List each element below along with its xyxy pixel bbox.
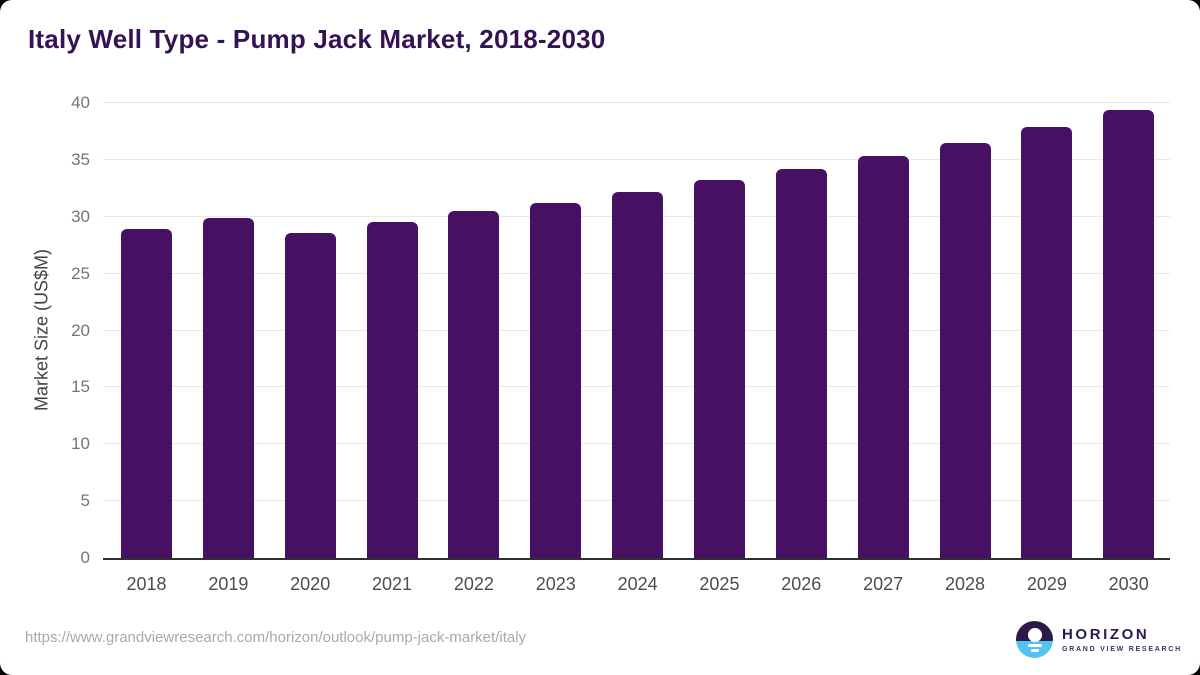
logo-brand-name: HORIZON [1062, 625, 1150, 643]
bar-2027 [857, 156, 909, 558]
x-axis-ticks: 2018 2019 2020 2021 2022 2023 2024 2025 2026 2027… [103, 570, 1170, 600]
y-tick-label: 15 [71, 377, 90, 397]
bar-2028 [939, 142, 991, 558]
bar-2020 [284, 232, 336, 558]
gridline [103, 158, 1170, 160]
x-tick-label: 2026 [781, 574, 822, 594]
x-tick-label: 2030 [1108, 574, 1149, 594]
logo-reflection-line [1030, 649, 1039, 652]
y-tick-label: 30 [71, 206, 90, 226]
y-tick-label: 40 [71, 93, 90, 112]
x-tick-label: 2021 [372, 574, 413, 594]
bar-2029 [1021, 126, 1073, 558]
y-tick-label: 0 [80, 548, 90, 567]
bar-2022 [448, 211, 500, 558]
bar-2021 [366, 222, 418, 558]
logo-sun-circle [1027, 627, 1042, 642]
source-url: https://www.grandviewresearch.com/horizo… [25, 629, 527, 646]
bar-2026 [775, 168, 827, 558]
gridline [103, 102, 1170, 103]
x-tick-label: 2025 [699, 574, 740, 594]
x-tick-label: 2018 [126, 574, 167, 594]
bar-2018 [121, 229, 172, 558]
horizon-logo: HORIZON GRAND VIEW RESEARCH [1016, 621, 1182, 658]
y-axis-ticks: 0 5 10 15 20 25 30 35 40 [0, 93, 90, 567]
y-tick-label: 25 [71, 263, 90, 283]
logo-brand-subtitle: GRAND VIEW RESEARCH [1062, 645, 1182, 653]
y-tick-label: 10 [71, 434, 90, 454]
horizon-sun-over-water-icon [1016, 621, 1053, 658]
bar-2025 [693, 180, 745, 558]
logo-reflection-line [1027, 643, 1042, 647]
x-tick-label: 2024 [617, 574, 658, 594]
y-tick-label: 5 [80, 491, 90, 511]
chart-title: Italy Well Type - Pump Jack Market, 2018… [28, 24, 606, 54]
bar-2030 [1103, 109, 1155, 558]
x-tick-label: 2020 [290, 574, 331, 594]
x-tick-label: 2022 [453, 574, 494, 594]
x-tick-label: 2027 [863, 574, 904, 594]
bar-2019 [202, 217, 254, 558]
x-tick-label: 2028 [944, 574, 986, 594]
bar-2024 [612, 191, 664, 558]
x-tick-label: 2029 [1026, 574, 1067, 594]
y-tick-label: 20 [71, 320, 90, 340]
x-tick-label: 2019 [208, 574, 249, 594]
logo-text: HORIZON GRAND VIEW RESEARCH [1062, 625, 1182, 653]
y-tick-label: 35 [71, 149, 90, 169]
plot-area [103, 102, 1170, 560]
bar-2023 [530, 203, 582, 558]
x-tick-label: 2023 [535, 574, 576, 594]
